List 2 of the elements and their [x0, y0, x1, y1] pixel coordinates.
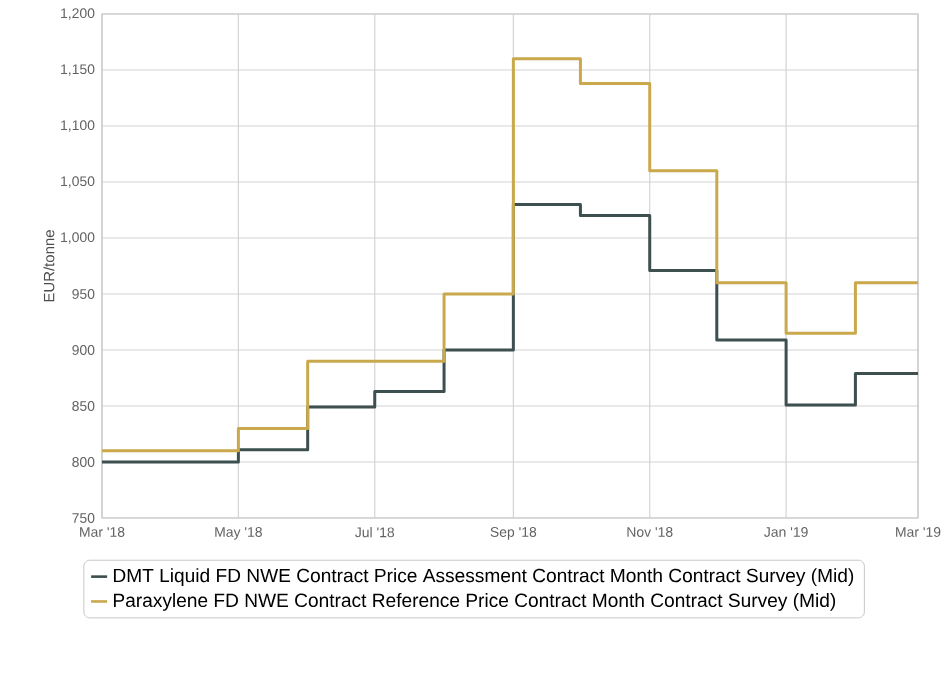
legend-label: Paraxylene FD NWE Contract Reference Price Contract Month Contract Survey (Mid) — [113, 593, 836, 611]
legend-label: DMT Liquid FD NWE Contract Price Assessment Contract Month Contract Survey (Mid) — [113, 568, 854, 587]
